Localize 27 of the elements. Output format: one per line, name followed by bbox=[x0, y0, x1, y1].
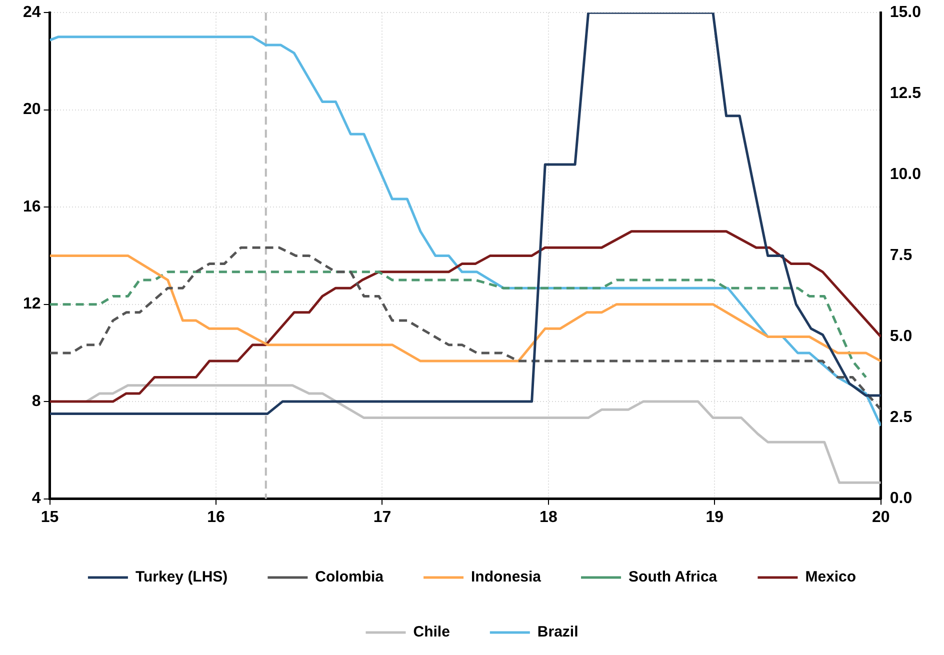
x-tick-label: 19 bbox=[706, 508, 724, 526]
x-tick-label: 16 bbox=[207, 508, 226, 526]
legend-label: Indonesia bbox=[471, 568, 542, 586]
y-tick-label: 20 bbox=[23, 101, 41, 118]
x-tick-label: 20 bbox=[872, 508, 890, 526]
legend-label: Chile bbox=[413, 624, 450, 641]
legend-label: Brazil bbox=[537, 624, 578, 641]
y-tick-label: 12 bbox=[23, 296, 41, 313]
y2-tick-label: 10.0 bbox=[890, 166, 922, 184]
y-tick-label: 24 bbox=[23, 4, 41, 22]
y2-tick-label: 2.5 bbox=[890, 409, 912, 426]
legend-label: South Africa bbox=[628, 568, 718, 586]
y-tick-label: 16 bbox=[23, 198, 41, 216]
y-tick-label: 4 bbox=[32, 490, 41, 508]
x-tick-label: 15 bbox=[40, 508, 59, 526]
y2-tick-label: 0.0 bbox=[890, 490, 912, 508]
y2-tick-label: 7.5 bbox=[890, 247, 912, 264]
x-tick-label: 17 bbox=[373, 508, 392, 526]
y2-tick-label: 15.0 bbox=[890, 4, 922, 22]
legend-label: Turkey (LHS) bbox=[135, 568, 228, 586]
y-tick-label: 8 bbox=[32, 392, 41, 410]
x-tick-label: 18 bbox=[540, 508, 558, 526]
legend-label: Mexico bbox=[805, 568, 856, 586]
y2-tick-label: 5.0 bbox=[890, 328, 912, 346]
y2-tick-label: 12.5 bbox=[890, 85, 922, 102]
line-series bbox=[50, 270, 868, 378]
legend-label: Colombia bbox=[315, 568, 384, 586]
